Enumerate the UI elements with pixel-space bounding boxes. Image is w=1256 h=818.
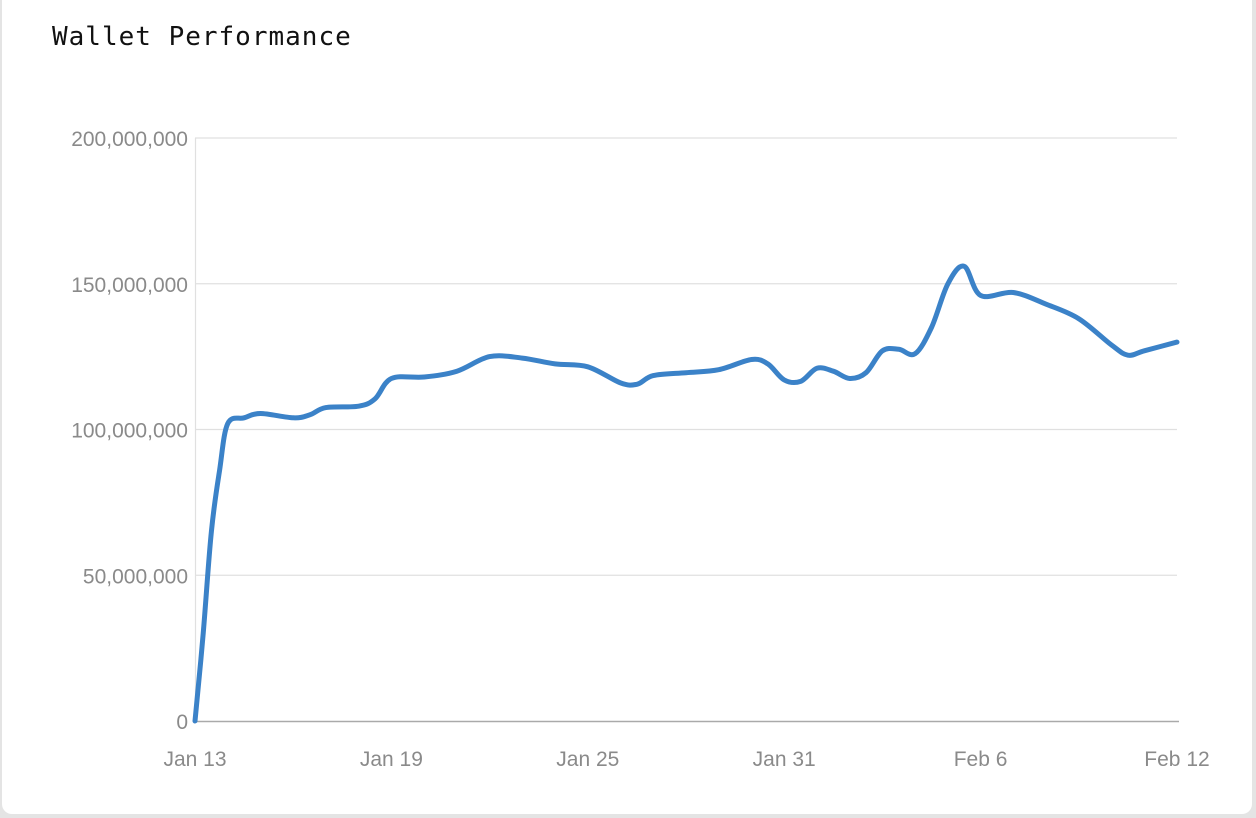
data-point — [357, 404, 361, 408]
data-point — [782, 378, 786, 382]
data-point — [880, 349, 884, 353]
y-tick-label: 200,000,000 — [71, 128, 188, 151]
data-point — [1110, 343, 1114, 347]
data-point — [962, 264, 966, 268]
data-point — [209, 530, 213, 534]
data-point — [864, 371, 868, 375]
gridlines — [195, 137, 1177, 576]
data-point — [651, 374, 655, 378]
data-point — [946, 282, 950, 286]
data-point — [242, 416, 246, 420]
data-point — [422, 375, 426, 379]
data-point — [799, 379, 803, 383]
data-point — [1142, 349, 1146, 353]
data-point — [897, 347, 901, 351]
series-layer — [192, 263, 1180, 724]
y-tick-label: 100,000,000 — [71, 420, 188, 443]
data-point — [1044, 302, 1048, 306]
x-tick-label: Jan 13 — [163, 748, 226, 771]
data-point — [226, 422, 230, 426]
data-point — [488, 355, 492, 359]
data-point — [193, 719, 197, 723]
data-point — [455, 369, 459, 373]
data-point — [520, 356, 524, 360]
chart-title: Wallet Performance — [52, 22, 352, 52]
x-axis-ticks: Jan 13 Jan 19 Jan 25 Jan 31 Feb 6 Feb 12 — [163, 748, 1209, 771]
series-line — [192, 263, 1180, 724]
data-point — [619, 381, 623, 385]
data-point — [324, 406, 328, 410]
data-point — [766, 362, 770, 366]
data-point — [930, 326, 934, 330]
data-point — [1077, 317, 1081, 321]
axes — [194, 138, 1179, 723]
data-point — [750, 358, 754, 362]
data-point — [553, 362, 557, 366]
data-point — [389, 377, 393, 381]
data-point — [717, 368, 721, 372]
data-point — [201, 632, 205, 636]
x-tick-label: Feb 12 — [1144, 748, 1209, 771]
data-point — [373, 397, 377, 401]
x-tick-label: Feb 6 — [954, 748, 1008, 771]
y-tick-label: 150,000,000 — [71, 274, 188, 297]
y-axis-ticks: 200,000,000 150,000,000 100,000,000 50,000,… — [71, 128, 188, 734]
data-point — [913, 352, 917, 356]
data-point — [815, 366, 819, 370]
data-point — [979, 293, 983, 297]
y-tick-label: 0 — [176, 711, 188, 734]
x-tick-label: Jan 25 — [556, 748, 619, 771]
y-tick-label: 50,000,000 — [83, 565, 188, 588]
data-point — [1126, 353, 1130, 357]
x-tick-label: Jan 31 — [753, 748, 816, 771]
data-point — [259, 412, 263, 416]
data-point — [308, 413, 312, 417]
data-point — [1175, 340, 1179, 344]
data-point — [1011, 291, 1015, 295]
data-point — [635, 382, 639, 386]
data-point — [218, 468, 222, 472]
data-point — [291, 416, 295, 420]
x-tick-label: Jan 19 — [360, 748, 423, 771]
data-point — [831, 369, 835, 373]
data-point — [684, 371, 688, 375]
data-point — [848, 377, 852, 381]
data-point — [586, 365, 590, 369]
